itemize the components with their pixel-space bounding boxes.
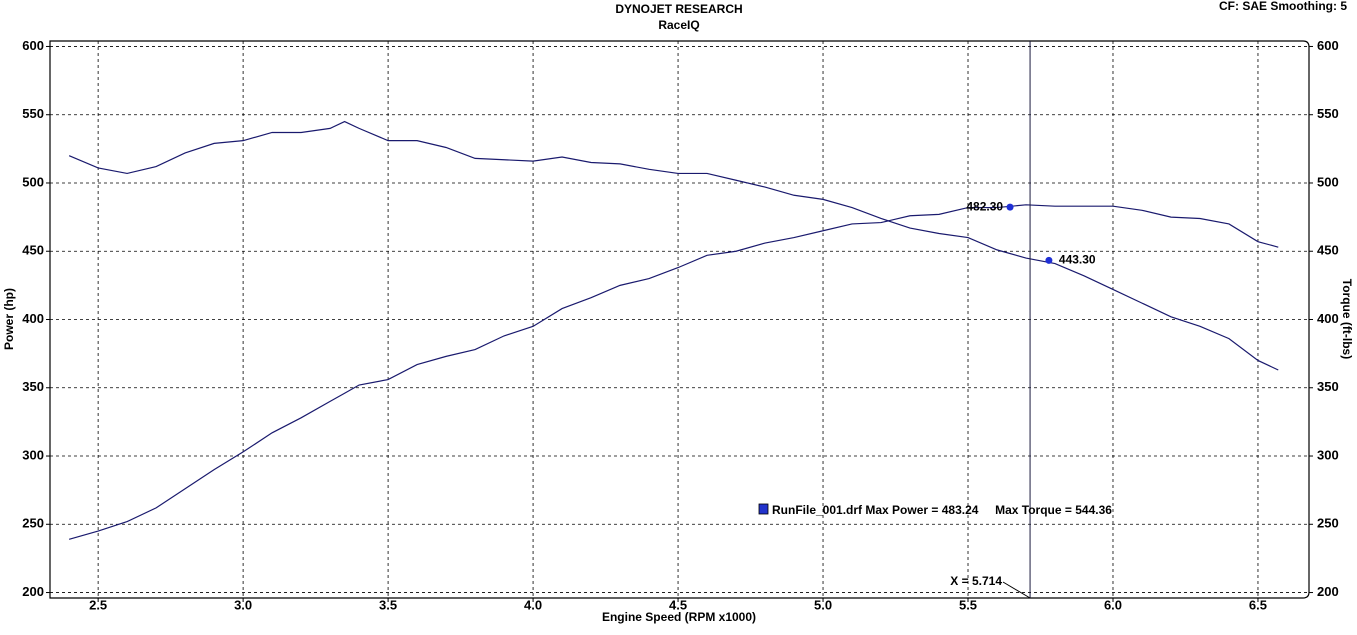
cursor-marker [1006,203,1014,211]
y-axis-label: Power (hp) [2,288,16,350]
x-tick-label: 2.5 [89,597,107,612]
y-tick-label: 250 [22,516,44,531]
chart-subtitle: RaceIQ [658,18,699,32]
y2-tick-label: 600 [1317,38,1339,53]
marker-label: 482.30 [966,199,1003,213]
x-tick-label: 3.5 [379,597,397,612]
y-tick-label: 200 [22,584,44,599]
y2-tick-label: 350 [1317,379,1339,394]
y-tick-label: 300 [22,447,44,462]
x-tick-label: 4.5 [669,597,687,612]
y-tick-label: 400 [22,311,44,326]
y2-tick-label: 250 [1317,516,1339,531]
legend-swatch [758,503,769,515]
y2-tick-label: 300 [1317,447,1339,462]
settings-label: CF: SAE Smoothing: 5 [1219,0,1347,13]
x-tick-label: 5.0 [814,597,832,612]
x-tick-label: 6.5 [1249,597,1267,612]
y-tick-label: 500 [22,174,44,189]
x-tick-label: 4.0 [524,597,542,612]
x-tick-label: 5.5 [959,597,977,612]
plot-frame [49,40,1310,599]
y-tick-label: 350 [22,379,44,394]
cursor-label: X = 5.714 [950,574,1002,588]
x-tick-label: 6.0 [1104,597,1122,612]
cursor-leader [1002,581,1031,599]
series-line [68,120,1279,371]
y2-axis-label: Torque (ft-lbs) [1340,279,1354,359]
series-line [68,204,1279,540]
legend-text: RunFile_001.drf Max Power = 483.24 Max T… [772,503,1112,517]
y-tick-label: 550 [22,106,44,121]
chart-title: DYNOJET RESEARCH [615,2,742,16]
cursor-marker [1045,256,1053,264]
y2-tick-label: 200 [1317,584,1339,599]
y2-tick-label: 500 [1317,174,1339,189]
y2-tick-label: 450 [1317,243,1339,258]
marker-label: 443.30 [1059,253,1096,267]
y2-tick-label: 550 [1317,106,1339,121]
y-tick-label: 600 [22,38,44,53]
x-axis-label: Engine Speed (RPM x1000) [602,610,756,624]
y-tick-label: 450 [22,243,44,258]
y2-tick-label: 400 [1317,311,1339,326]
x-tick-label: 3.0 [234,597,252,612]
